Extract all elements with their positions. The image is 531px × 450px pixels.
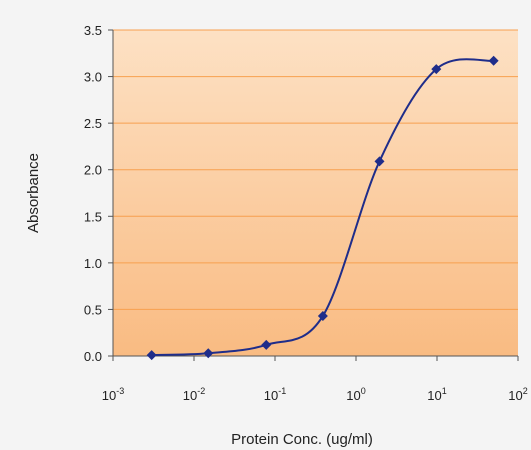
x-tick-base: 10 [346, 388, 360, 403]
x-tick-base: 10 [427, 388, 441, 403]
x-tick-label: 101 [427, 386, 446, 403]
x-tick-exponent: -2 [197, 386, 205, 396]
y-tick-label: 2.5 [84, 116, 102, 131]
y-tick-label: 3.0 [84, 70, 102, 85]
data-point [261, 339, 272, 350]
x-tick-exponent: 1 [442, 386, 447, 396]
x-axis-title: Protein Conc. (ug/ml) [231, 431, 373, 448]
x-tick-label: 10-1 [264, 386, 286, 403]
x-tick-exponent: -1 [278, 386, 286, 396]
data-point [317, 310, 328, 321]
y-tick-label: 0.5 [84, 302, 102, 317]
x-tick-label: 10-3 [102, 386, 124, 403]
x-tick-base: 10 [102, 388, 116, 403]
data-point [203, 348, 214, 359]
x-tick-exponent: 0 [361, 386, 366, 396]
y-tick-label: 1.5 [84, 209, 102, 224]
x-tick-labels: 10-3 10-2 10-1 100 101 102 [102, 386, 528, 403]
y-tick-label: 1.0 [84, 256, 102, 271]
x-tick-base: 10 [183, 388, 197, 403]
y-axis-title: Absorbance [25, 153, 42, 233]
plot-area [113, 30, 518, 356]
data-point [146, 350, 157, 361]
x-tick-label: 102 [508, 386, 527, 403]
gridlines [113, 29, 518, 310]
x-tick-base: 10 [264, 388, 278, 403]
axes [108, 29, 519, 361]
x-tick-label: 10-2 [183, 386, 205, 403]
data-markers [146, 55, 499, 361]
y-tick-label: 3.5 [84, 23, 102, 38]
data-point [488, 55, 499, 66]
x-tick-base: 10 [508, 388, 522, 403]
data-point [374, 156, 385, 167]
y-tick-labels: 0.0 0.5 1.0 1.5 2.0 2.5 3.0 3.5 [84, 23, 102, 364]
y-tick-label: 2.0 [84, 163, 102, 178]
y-tick-label: 0.0 [84, 349, 102, 364]
x-tick-label: 100 [346, 386, 365, 403]
data-point [431, 64, 442, 75]
x-tick-exponent: 2 [523, 386, 528, 396]
x-tick-exponent: -3 [116, 386, 124, 396]
